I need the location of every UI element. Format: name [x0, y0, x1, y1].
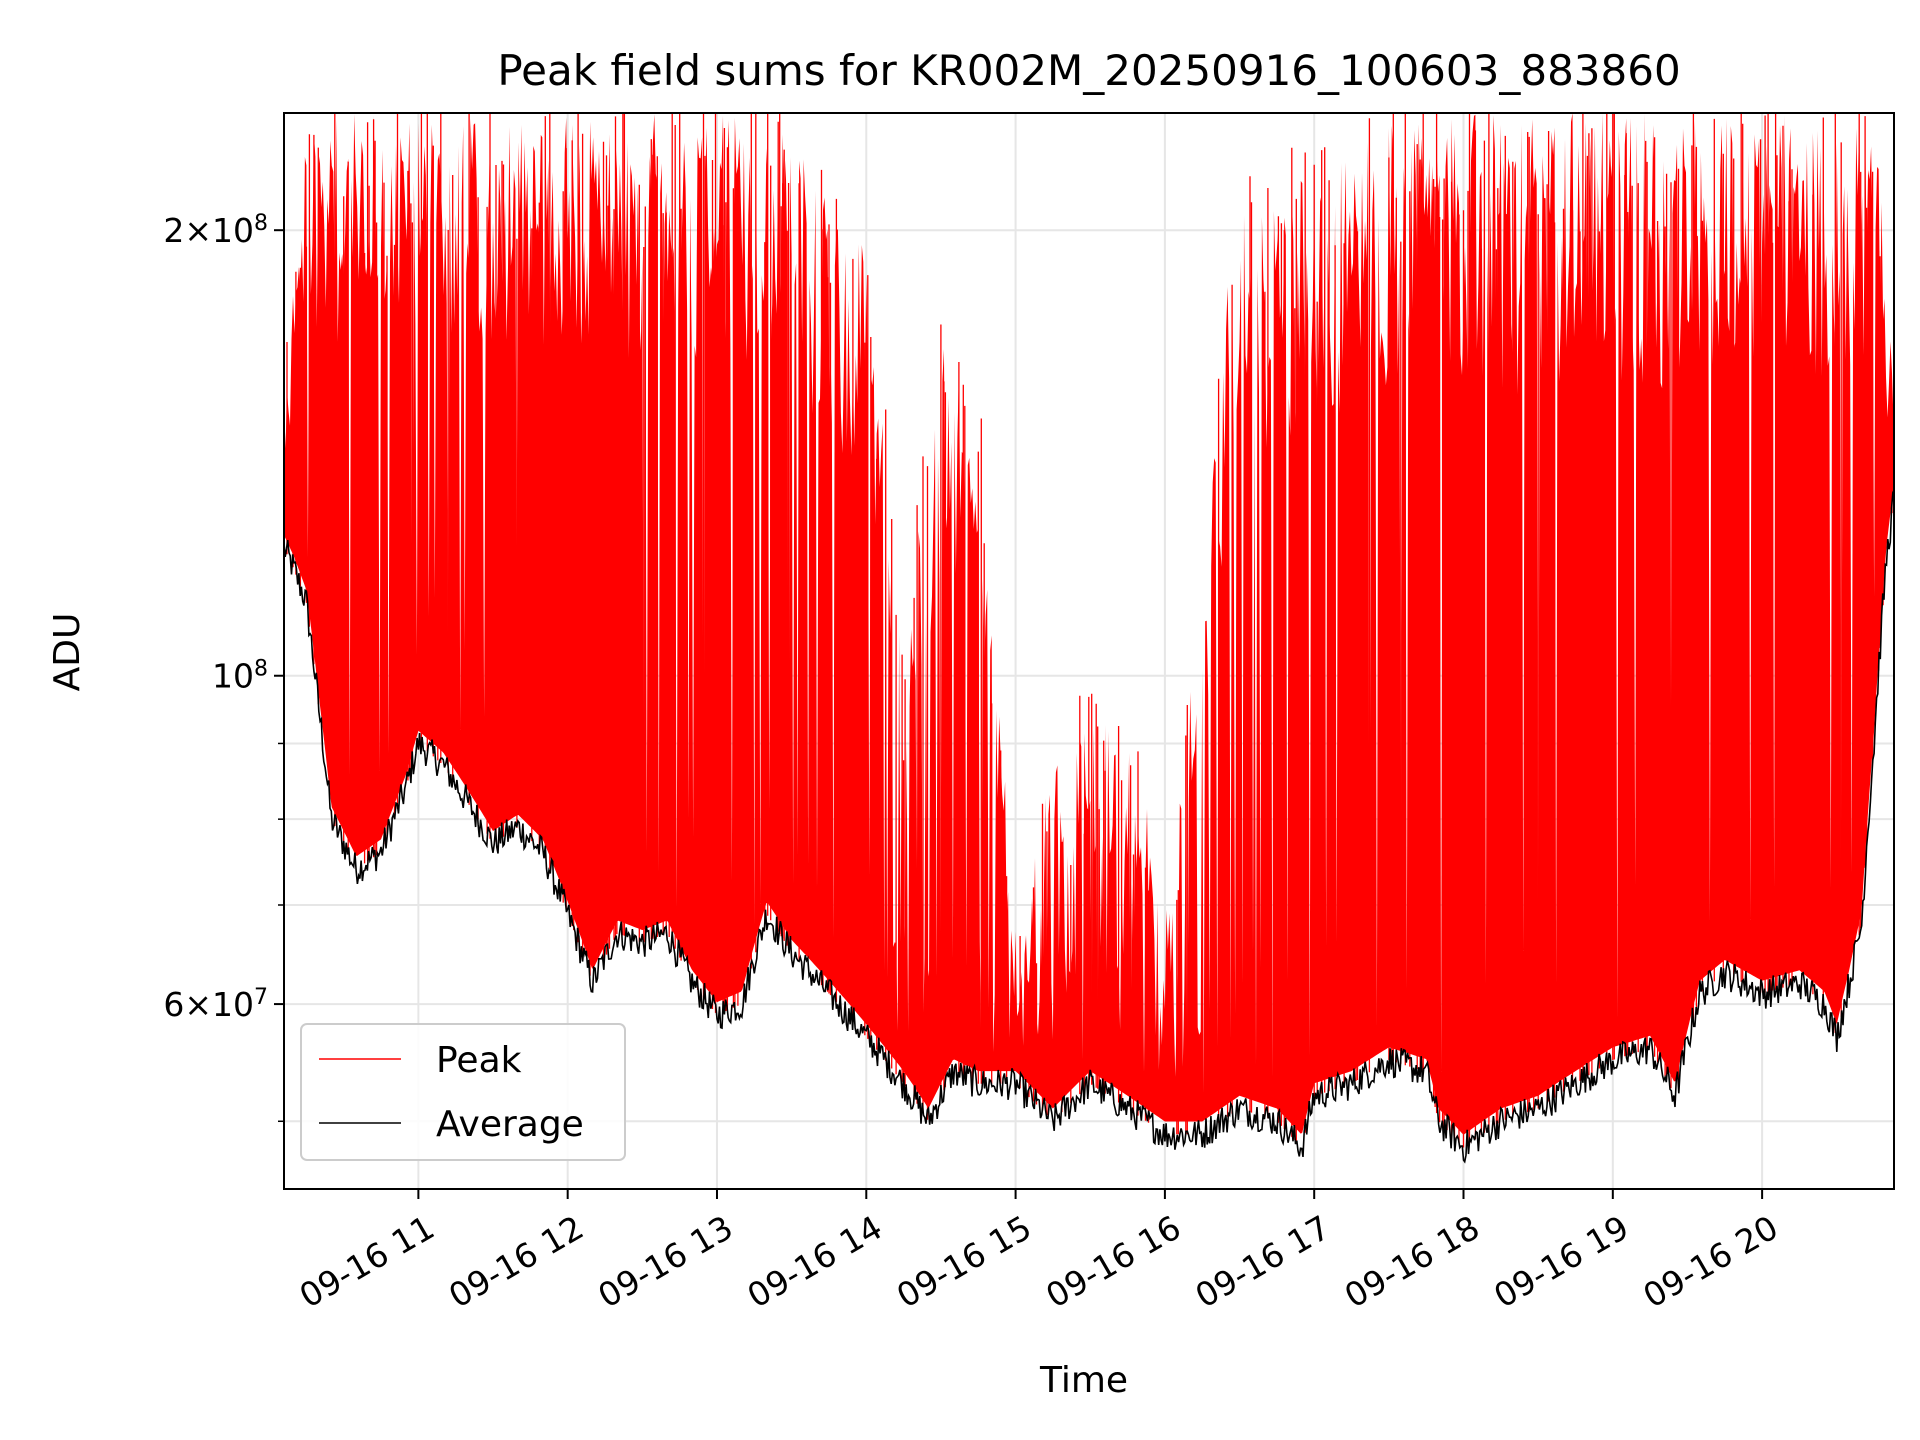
x-tick-label: 09-16 19 — [1487, 1208, 1635, 1316]
legend-peak-label: Peak — [436, 1040, 522, 1081]
y-axis-ticks: 2×108 108 6×107 — [163, 211, 284, 1123]
y-axis-label: ADU — [47, 613, 88, 692]
legend-average-label: Average — [436, 1104, 584, 1145]
x-axis-label: Time — [1039, 1360, 1128, 1401]
legend: Peak Average — [300, 1023, 626, 1161]
x-tick-label: 09-16 20 — [1637, 1208, 1785, 1316]
series-layer — [284, 113, 1894, 1164]
peak-series-fill — [284, 113, 1894, 1135]
y-tick-label: 108 — [212, 656, 268, 696]
average-series-line — [284, 490, 1894, 1164]
y-tick-label: 6×107 — [163, 985, 268, 1025]
x-tick-label: 09-16 18 — [1338, 1208, 1486, 1316]
x-tick-label: 09-16 16 — [1039, 1208, 1187, 1316]
x-tick-label: 09-16 15 — [890, 1208, 1038, 1316]
legend-box — [300, 1023, 626, 1161]
y-tick-label: 2×108 — [163, 211, 268, 251]
x-axis-ticks: 09-16 11 09-16 12 09-16 13 09-16 14 09-16 15… — [293, 1189, 1785, 1316]
chart-title: Peak field sums for KR002M_20250916_1006… — [497, 46, 1680, 95]
x-tick-label: 09-16 17 — [1189, 1208, 1337, 1316]
x-tick-label: 09-16 14 — [741, 1208, 889, 1316]
peak-series-spikes — [286, 113, 1894, 1148]
plot-frame — [283, 112, 1895, 1190]
x-tick-label: 09-16 13 — [591, 1208, 739, 1316]
x-tick-label: 09-16 11 — [293, 1208, 441, 1316]
x-tick-label: 09-16 12 — [442, 1208, 590, 1316]
